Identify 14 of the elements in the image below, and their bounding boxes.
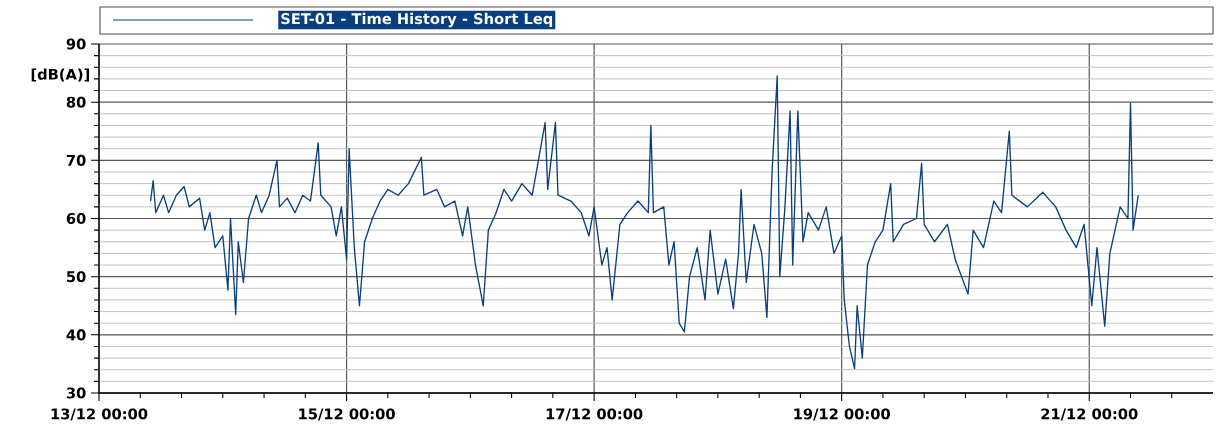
x-tick-label: 15/12 00:00 bbox=[299, 408, 395, 421]
y-tick-label: 60 bbox=[66, 212, 86, 225]
y-tick-label: 90 bbox=[66, 38, 86, 50]
y-tick-label: 30 bbox=[66, 387, 86, 399]
x-tick-label: 13/12 00:00 bbox=[51, 408, 148, 421]
x-tick-label: 21/12 00:00 bbox=[1041, 408, 1138, 421]
y-tick-label: 80 bbox=[66, 96, 86, 108]
text: SET-01 - Time History - Short Leq bbox=[281, 12, 553, 28]
y-tick-label: 40 bbox=[66, 329, 86, 341]
y-tick-label: 50 bbox=[67, 271, 86, 283]
y-axis-title: [dB(A)] bbox=[31, 68, 90, 82]
x-tick-label: 19/12 00:00 bbox=[794, 408, 890, 421]
y-tick-label: 70 bbox=[66, 154, 86, 166]
x-tick-label: 17/12 00:00 bbox=[546, 408, 643, 421]
